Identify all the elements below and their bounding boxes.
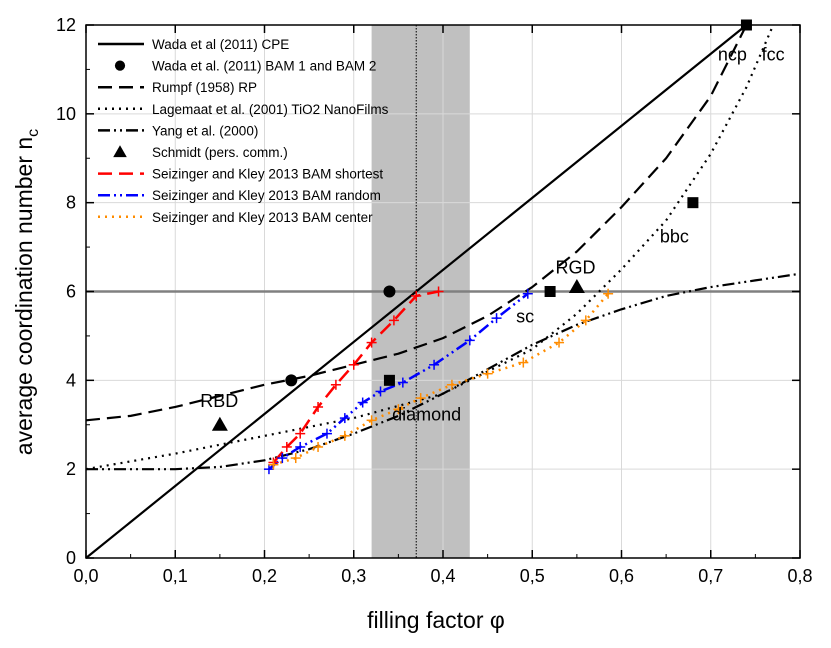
series-8-point-10 [554,337,565,348]
y-tick-label-3: 6 [66,282,76,302]
legend-label-0: Wada et al (2011) CPE [152,37,289,52]
series-8-point-9 [518,357,529,368]
y-tick-label-0: 0 [66,548,76,568]
legend-entry-2: Rumpf (1958) RP [98,80,257,95]
legend-label-2: Rumpf (1958) RP [152,80,257,95]
series-6-point-7 [388,315,399,326]
series-6-point-4 [330,379,341,390]
x-tick-label-5: 0,5 [520,566,545,586]
legend-entry-6: Seizinger and Kley 2013 BAM shortest [98,167,383,182]
annotation-RBD: RBD [200,391,238,411]
legend-label-7: Seizinger and Kley 2013 BAM random [152,188,381,203]
series-8-point-7 [446,379,457,390]
y-tick-label-6: 12 [56,15,76,35]
legend-label-6: Seizinger and Kley 2013 BAM shortest [152,167,383,182]
y-axis-label: average coordination number nc [11,129,42,455]
x-tick-label-8: 0,8 [787,566,812,586]
series-6-point-5 [348,359,359,370]
x-tick-label-2: 0,2 [252,566,277,586]
y-axis-label-subscript: c [25,129,42,137]
annotation-RGD: RGD [555,258,595,278]
series-7-point-0 [263,464,274,475]
annotation-bbc: bbc [660,227,689,247]
y-tick-label-2: 4 [66,370,76,390]
series-7-point-8 [429,359,440,370]
x-tick-label-3: 0,3 [341,566,366,586]
series-7-point-10 [491,313,502,324]
x-tick-label-6: 0,6 [609,566,634,586]
legend-label-3: Lagemaat et al. (2001) TiO2 NanoFilms [152,102,389,117]
axes-layer: 0,0 0,1 0,2 0,3 0,4 0,5 0,6 0,7 0,8 0 2 4 6 8 10 12 [56,15,813,586]
series-7-point-9 [464,335,475,346]
legend-entry-0: Wada et al (2011) CPE [98,37,289,52]
series-1-point-0 [285,374,298,387]
series-4-line [86,272,801,471]
x-tick-label-4: 0,4 [430,566,455,586]
series-2-line [85,24,748,422]
x-tick-label-1: 0,1 [163,566,188,586]
series-5-point-0 [211,416,228,431]
legend: Wada et al (2011) CPE Wada et al. (2011) … [98,37,389,225]
square-marker-0 [383,374,395,386]
series-8-point-8 [482,368,493,379]
series-6-point-3 [313,401,324,412]
series-6-point-1 [281,441,292,452]
series-7-point-1 [277,453,288,464]
y-axis-label-main: average coordination number n [11,137,37,455]
series-7-point-7 [397,377,408,388]
x-tick-label-0: 0,0 [73,566,98,586]
x-tick-label-7: 0,7 [698,566,723,586]
series-8-point-3 [339,430,350,441]
square-marker-1 [544,286,556,297]
series-6-point-6 [366,337,377,348]
series-6-line [272,290,439,464]
series-7-line [268,292,529,471]
legend-label-4: Yang et al. (2000) [152,123,258,138]
legend-entry-1: Wada et al. (2011) BAM 1 and BAM 2 [114,59,376,74]
x-axis-label: filling factor φ [367,607,505,633]
series-1-point-1 [383,285,396,298]
series-3-line [85,24,775,471]
legend-symbol-1 [114,60,126,71]
marker-layer [211,19,752,475]
series-8-point-6 [415,393,426,404]
series-7-point-11 [522,288,533,299]
series-6-point-2 [295,428,306,439]
annotation-layer: RBD diamond sc RGD bbc ncp fcc [200,45,784,425]
legend-entry-5: Schmidt (pers. comm.) [113,145,288,160]
series-8-point-5 [393,404,404,415]
legend-entry-8: Seizinger and Kley 2013 BAM center [98,210,373,225]
series-8-point-4 [366,415,377,426]
square-marker-2 [687,197,699,209]
series-7-point-5 [357,397,368,408]
legend-entry-7: Seizinger and Kley 2013 BAM random [98,188,381,203]
annotation-fcc: fcc [762,45,785,65]
series-8-point-0 [268,459,279,470]
annotation-sc: sc [516,307,534,327]
series-5-point-1 [568,279,585,294]
legend-label-5: Schmidt (pers. comm.) [152,145,288,160]
legend-symbol-5 [113,145,127,158]
series-7-point-3 [321,428,332,439]
annotation-ncp: ncp [718,45,747,65]
series-6-point-9 [433,286,444,297]
series-8-point-12 [603,288,614,299]
legend-entry-4: Yang et al. (2000) [98,123,258,138]
series-7-point-4 [339,413,350,424]
series-6-point-8 [411,290,422,301]
annotation-diamond: diamond [392,404,461,424]
series-8-point-11 [580,315,591,326]
series-8-point-2 [313,441,324,452]
legend-label-8: Seizinger and Kley 2013 BAM center [152,210,373,225]
series-7-point-2 [295,441,306,452]
legend-entry-3: Lagemaat et al. (2001) TiO2 NanoFilms [98,102,389,117]
legend-label-1: Wada et al. (2011) BAM 1 and BAM 2 [152,59,376,74]
series-8-point-1 [290,453,301,464]
y-tick-label-5: 10 [56,104,76,124]
y-tick-label-1: 2 [66,459,76,479]
y-tick-label-4: 8 [66,193,76,213]
series-7-point-6 [375,386,386,397]
